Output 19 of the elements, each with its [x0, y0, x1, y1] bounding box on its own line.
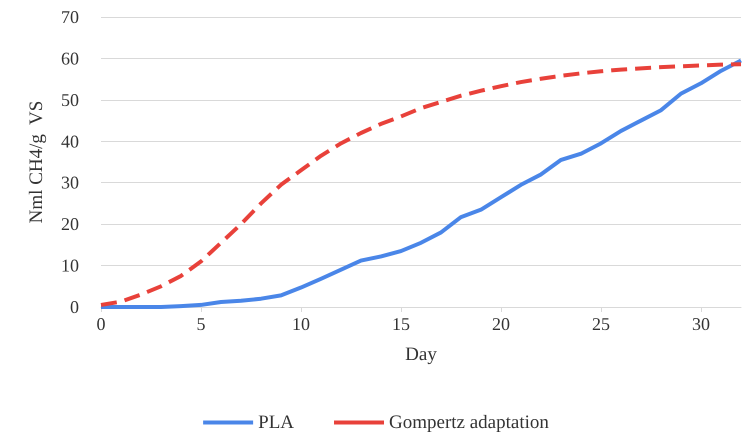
x-axis-title: Day — [405, 344, 438, 365]
x-tick-label: 20 — [492, 314, 510, 334]
y-tick-label: 0 — [70, 297, 79, 317]
x-tick-label: 25 — [592, 314, 610, 334]
x-tick-label: 30 — [692, 314, 710, 334]
y-tick-label: 10 — [61, 256, 79, 276]
y-tick-label: 60 — [61, 48, 79, 68]
y-tick-label: 20 — [61, 214, 79, 234]
legend-label: Gompertz adaptation — [389, 412, 550, 433]
x-tick-label: 10 — [292, 314, 310, 334]
y-tick-label: 30 — [61, 172, 79, 193]
x-tick-label: 5 — [196, 314, 206, 334]
y-tick-label: 50 — [61, 90, 79, 110]
legend-label: PLA — [258, 412, 294, 433]
y-tick-label: 70 — [61, 7, 79, 27]
y-tick-label: 40 — [61, 131, 79, 152]
y-axis-title: Nml CH4/g VS — [26, 100, 47, 224]
x-tick-label: 15 — [392, 314, 410, 334]
x-tick-label: 0 — [96, 314, 106, 334]
